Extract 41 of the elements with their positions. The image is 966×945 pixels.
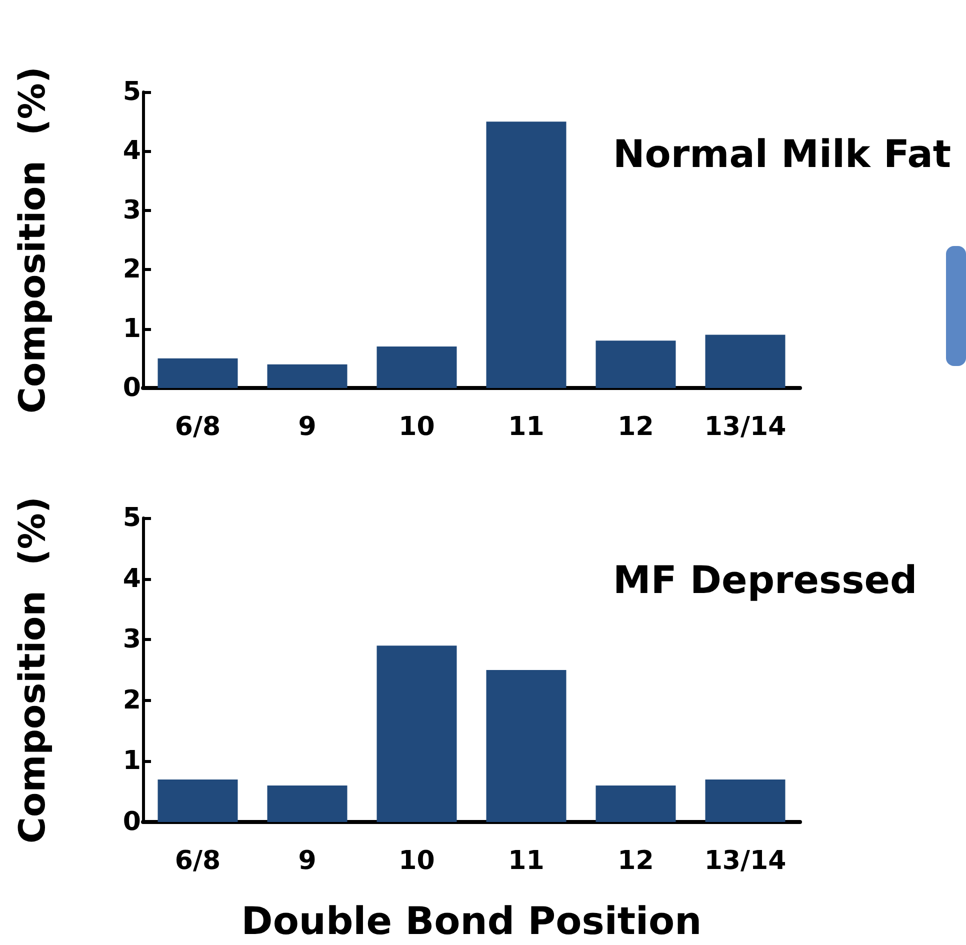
y-tick-label: 1 xyxy=(122,746,141,776)
y-tick-label: 5 xyxy=(122,503,141,533)
x-tick-label: 13/14 xyxy=(704,412,786,442)
bar xyxy=(376,346,457,388)
x-tick-label: 10 xyxy=(398,412,435,442)
text: Normal Milk Fat xyxy=(613,132,952,176)
x-tick-label: 13/14 xyxy=(704,846,786,876)
bar xyxy=(486,670,566,822)
y-tick-label: 2 xyxy=(122,254,141,285)
x-tick-label: 6/8 xyxy=(174,846,221,876)
x-tick-label: 6/8 xyxy=(174,412,221,442)
bar xyxy=(376,646,457,822)
y-tick-label: 1 xyxy=(122,314,141,344)
bar xyxy=(705,779,786,822)
bar xyxy=(267,786,348,822)
bar xyxy=(486,122,566,388)
y-tick-label: 3 xyxy=(122,624,141,655)
text: MF Depressed xyxy=(613,558,918,602)
y-axis-title: Composition (%) xyxy=(12,66,54,414)
x-tick-label: 11 xyxy=(508,412,544,442)
bar xyxy=(267,364,348,388)
x-tick-label: 9 xyxy=(298,412,316,442)
x-tick-label: 10 xyxy=(398,846,435,876)
x-tick-label: 9 xyxy=(298,846,316,876)
bar xyxy=(705,334,786,388)
bar xyxy=(596,340,676,388)
y-tick-label: 5 xyxy=(122,77,141,107)
y-tick-label: 4 xyxy=(122,564,141,594)
y-axis-title: Composition (%) xyxy=(12,496,54,844)
x-tick-label: 12 xyxy=(618,412,654,442)
bar xyxy=(596,786,676,822)
y-tick-label: 0 xyxy=(122,373,141,403)
bar xyxy=(158,779,238,822)
y-tick-label: 0 xyxy=(122,807,141,837)
x-axis-title: Double Bond Position xyxy=(241,899,702,943)
y-tick-label: 2 xyxy=(122,685,141,716)
y-tick-label: 3 xyxy=(122,195,141,226)
bar xyxy=(158,358,238,388)
x-tick-label: 12 xyxy=(618,846,654,876)
y-tick-label: 4 xyxy=(122,136,141,166)
x-tick-label: 11 xyxy=(508,846,544,876)
